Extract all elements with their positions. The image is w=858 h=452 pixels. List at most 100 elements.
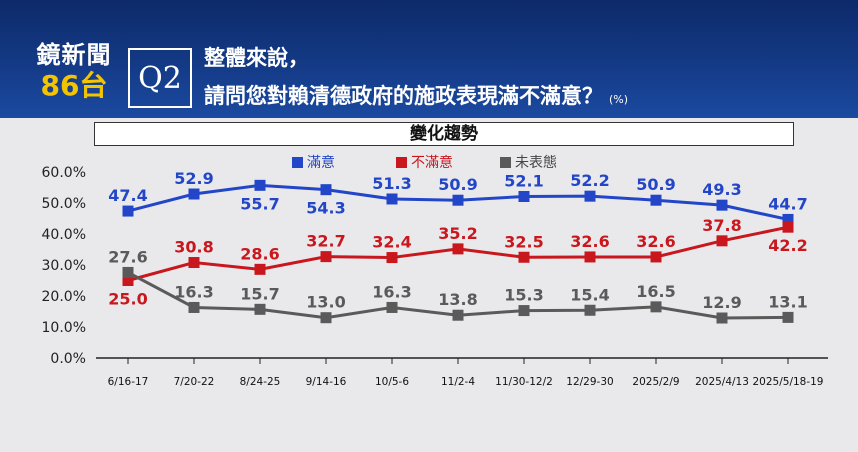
data-label-dissatisfied: 32.5 xyxy=(504,232,543,251)
y-tick-label: 40.0% xyxy=(42,227,86,243)
question-line-1: 整體來說， xyxy=(204,46,309,70)
data-label-no-opinion: 13.1 xyxy=(768,292,807,311)
data-label-dissatisfied: 42.2 xyxy=(768,236,807,255)
legend-swatch-satisfied xyxy=(292,156,303,168)
data-point-no-opinion xyxy=(452,309,464,321)
unit-label: (%) xyxy=(609,93,629,106)
data-point-satisfied xyxy=(188,188,200,200)
x-tick-label: 6/16-17 xyxy=(108,376,149,388)
legend-label-dissatisfied: 不滿意 xyxy=(411,155,453,171)
data-label-satisfied: 54.3 xyxy=(306,199,345,218)
x-tick-label: 2025/2/9 xyxy=(632,376,679,388)
data-point-satisfied xyxy=(584,190,596,202)
data-point-no-opinion xyxy=(518,305,530,317)
data-point-satisfied xyxy=(518,190,530,202)
data-point-no-opinion xyxy=(650,301,662,313)
y-tick-label: 10.0% xyxy=(42,320,86,336)
legend-label-no-opinion: 未表態 xyxy=(515,155,557,171)
data-point-dissatisfied xyxy=(188,257,200,269)
data-point-dissatisfied xyxy=(650,251,662,263)
data-label-satisfied: 51.3 xyxy=(372,174,411,193)
legend-swatch-no-opinion xyxy=(500,156,511,168)
logo-channel: 86台 xyxy=(40,69,108,102)
x-tick-label: 11/2-4 xyxy=(441,376,475,388)
data-point-dissatisfied xyxy=(254,263,266,275)
legend-no-opinion: 未表態 xyxy=(500,152,557,172)
channel-logo: 鏡新聞 86台 xyxy=(26,40,122,102)
data-label-satisfied: 55.7 xyxy=(240,194,279,213)
data-point-dissatisfied xyxy=(122,275,134,286)
data-label-no-opinion: 15.4 xyxy=(570,285,609,304)
x-tick-label: 2025/4/13 xyxy=(695,376,749,388)
data-label-no-opinion: 16.5 xyxy=(636,282,675,301)
x-tick-label: 2025/5/18-19 xyxy=(753,376,824,388)
data-label-dissatisfied: 25.0 xyxy=(108,290,147,309)
data-point-satisfied xyxy=(716,199,728,211)
data-label-no-opinion: 16.3 xyxy=(174,282,213,301)
data-label-no-opinion: 15.3 xyxy=(504,286,543,305)
data-label-satisfied: 44.7 xyxy=(768,194,807,213)
data-point-dissatisfied xyxy=(386,252,398,264)
data-point-dissatisfied xyxy=(716,235,728,247)
header-banner: 鏡新聞 86台 Q2 整體來說， 請問您對賴清德政府的施政表現滿不滿意？ (%) xyxy=(0,0,858,118)
data-label-dissatisfied: 28.6 xyxy=(240,244,279,263)
data-label-satisfied: 52.2 xyxy=(570,171,609,190)
data-label-dissatisfied: 32.6 xyxy=(636,232,675,251)
data-point-no-opinion xyxy=(320,312,332,324)
data-point-dissatisfied xyxy=(452,243,464,255)
data-point-satisfied xyxy=(650,194,662,206)
y-tick-label: 50.0% xyxy=(42,196,86,212)
data-label-dissatisfied: 35.2 xyxy=(438,224,477,243)
question-text: 請問您對賴清德政府的施政表現滿不滿意？ xyxy=(204,84,603,108)
data-point-satisfied xyxy=(782,213,794,225)
data-label-dissatisfied: 37.8 xyxy=(702,216,741,235)
data-point-dissatisfied xyxy=(518,251,530,263)
data-label-no-opinion: 16.3 xyxy=(372,282,411,301)
question-line-2: 請問您對賴清德政府的施政表現滿不滿意？ (%) xyxy=(204,80,628,110)
data-label-satisfied: 52.9 xyxy=(174,169,213,188)
data-label-no-opinion: 12.9 xyxy=(702,293,741,312)
legend-swatch-dissatisfied xyxy=(396,156,407,168)
y-tick-label: 30.0% xyxy=(42,258,86,274)
x-tick-label: 7/20-22 xyxy=(174,376,215,388)
data-point-no-opinion xyxy=(188,301,200,313)
data-point-dissatisfied xyxy=(782,221,794,233)
data-label-dissatisfied: 32.6 xyxy=(570,232,609,251)
data-label-no-opinion: 27.6 xyxy=(108,247,147,266)
data-point-no-opinion xyxy=(254,303,266,315)
data-point-satisfied xyxy=(452,194,464,206)
data-point-satisfied xyxy=(386,193,398,205)
data-label-satisfied: 50.9 xyxy=(636,175,675,194)
data-label-dissatisfied: 30.8 xyxy=(174,238,213,257)
x-tick-label: 12/29-30 xyxy=(566,376,613,388)
chart-title: 變化趨勢 xyxy=(94,122,794,146)
logo-name: 鏡新聞 xyxy=(36,41,112,69)
x-tick-label: 8/24-25 xyxy=(240,376,281,388)
y-tick-label: 60.0% xyxy=(42,165,86,181)
data-label-dissatisfied: 32.4 xyxy=(372,233,411,252)
data-point-satisfied xyxy=(254,179,266,191)
data-point-no-opinion xyxy=(716,312,728,324)
legend-satisfied: 滿意 xyxy=(292,152,335,172)
legend-dissatisfied: 不滿意 xyxy=(396,152,453,172)
data-label-no-opinion: 13.8 xyxy=(438,290,477,309)
data-label-no-opinion: 13.0 xyxy=(306,293,345,312)
x-tick-label: 11/30-12/2 xyxy=(495,376,553,388)
data-point-dissatisfied xyxy=(584,251,596,263)
data-point-dissatisfied xyxy=(320,251,332,263)
legend-label-satisfied: 滿意 xyxy=(307,155,335,171)
data-point-satisfied xyxy=(122,205,134,217)
data-point-no-opinion xyxy=(386,301,398,313)
data-point-no-opinion xyxy=(782,311,794,323)
data-point-no-opinion xyxy=(584,304,596,316)
data-point-no-opinion xyxy=(122,266,134,278)
y-tick-label: 0.0% xyxy=(50,351,86,367)
x-tick-label: 9/14-16 xyxy=(306,376,347,388)
data-label-satisfied: 50.9 xyxy=(438,175,477,194)
data-label-satisfied: 52.1 xyxy=(504,171,543,190)
y-tick-label: 20.0% xyxy=(42,289,86,305)
x-tick-label: 10/5-6 xyxy=(375,376,409,388)
data-label-no-opinion: 15.7 xyxy=(240,284,279,303)
question-tag: Q2 xyxy=(128,48,192,108)
